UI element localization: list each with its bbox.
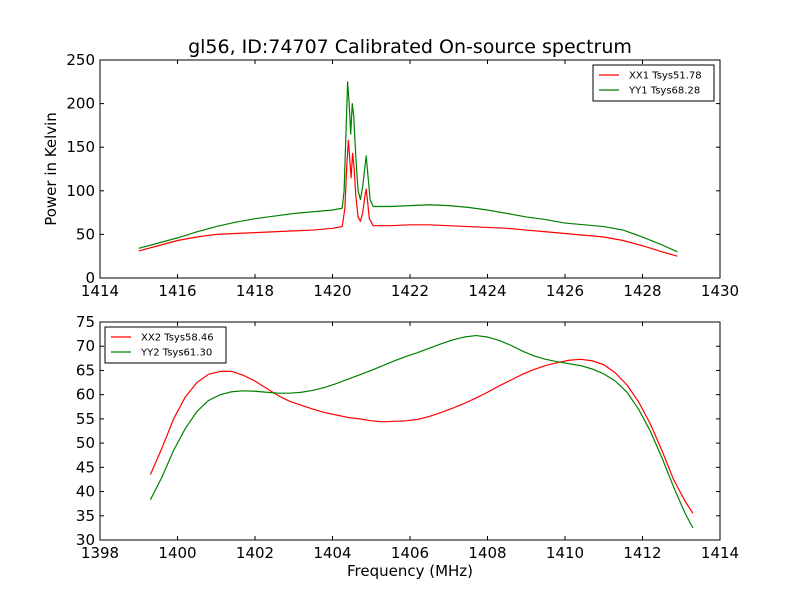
y-tick-label: 40 [76, 483, 95, 501]
x-tick-label: 1400 [158, 544, 196, 562]
x-tick-label: 1426 [546, 282, 584, 300]
x-tick-label: 1402 [236, 544, 274, 562]
y-tick-label: 50 [76, 225, 95, 243]
x-tick-label: 1404 [313, 544, 351, 562]
x-tick-label: 1414 [81, 282, 119, 300]
y-tick-label: 50 [76, 434, 95, 452]
y-tick-label: 55 [76, 410, 95, 428]
y-tick-label: 35 [76, 507, 95, 525]
y-tick-label: 100 [66, 182, 95, 200]
legend-box [592, 64, 715, 102]
y-tick-label: 150 [66, 138, 95, 156]
top-spectrum-plot: 1414 1416 1418 1420 1422 1424 1426 1428 1430 0 50 1… [42, 51, 739, 300]
x-tick-label: 1406 [391, 544, 429, 562]
y-tick-label: 200 [66, 95, 95, 113]
y-axis-label: Power in Kelvin [42, 112, 60, 226]
x-tick-label: 1428 [623, 282, 661, 300]
series-line-2 [138, 81, 678, 253]
x-tick-label: 1414 [701, 544, 739, 562]
x-tick-label: 1416 [158, 282, 196, 300]
x-tick-label: 1420 [313, 282, 351, 300]
x-tick-label: 1412 [623, 544, 661, 562]
x-tick-label: 1410 [546, 544, 584, 562]
x-axis-label: Frequency (MHz) [347, 562, 473, 580]
series-line-1 [149, 358, 694, 514]
x-tick-label: 1422 [391, 282, 429, 300]
bottom-spectrum-plot: 1398 1400 1402 1404 1406 1408 1410 1412 1414 30 35… [76, 313, 739, 580]
figure-title: gl56, ID:74707 Calibrated On-source spec… [188, 36, 632, 58]
legend-label: YY1 Tsys68.28 [628, 86, 700, 97]
x-tick-label: 1424 [468, 282, 506, 300]
legend-label: XX2 Tsys58.46 [141, 333, 214, 344]
legend-label: XX1 Tsys51.78 [629, 71, 702, 82]
y-tick-label: 65 [76, 361, 95, 379]
x-tick-label: 1418 [236, 282, 274, 300]
series-line-2 [149, 334, 694, 529]
legend: XX2 Tsys58.46 YY2 Tsys61.30 [104, 326, 227, 364]
legend-label: YY2 Tsys61.30 [140, 348, 212, 359]
y-tick-label: 0 [85, 269, 95, 287]
y-tick-label: 250 [66, 51, 95, 69]
legend: XX1 Tsys51.78 YY1 Tsys68.28 [592, 64, 715, 102]
x-tick-label: 1408 [468, 544, 506, 562]
y-tick-label: 45 [76, 458, 95, 476]
x-tick-label: 1398 [81, 544, 119, 562]
y-tick-label: 30 [76, 531, 95, 549]
y-tick-label: 75 [76, 313, 95, 331]
y-tick-label: 70 [76, 337, 95, 355]
legend-box [104, 326, 227, 364]
y-tick-label: 60 [76, 386, 95, 404]
x-tick-label: 1430 [701, 282, 739, 300]
series-line-1 [138, 139, 678, 257]
